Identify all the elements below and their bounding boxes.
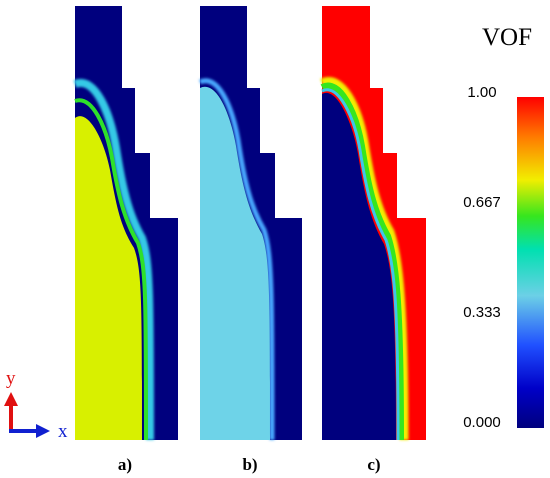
colorbar-tick-3: 0.333 [463,304,501,321]
colorbar-tick-2: 0.667 [463,194,501,211]
panel-a-interface-green [74,98,148,441]
x-axis-arrow-head [36,424,50,438]
panel-c-liquid [322,92,396,440]
y-axis-arrow-head [4,392,18,406]
panel-a-interface-glow [73,78,154,441]
panel-b [198,6,302,441]
y-axis-letter: y [6,368,16,389]
panel-label-c: c) [367,455,380,474]
colorbar-tick-1: 1.00 [467,84,496,101]
colorbar-title: VOF [482,24,532,51]
panel-a [73,6,178,441]
axis-triad: y x [4,368,68,442]
panel-label-b: b) [242,455,257,474]
colorbar: VOF 1.00 0.667 0.333 0.000 [463,24,544,431]
colorbar-tick-4: 0.000 [463,414,501,431]
panel-c [320,6,426,441]
panel-c-interface-green [320,82,404,441]
panel-c-interface-cyan [321,88,400,441]
x-axis-letter: x [58,421,68,442]
panel-b-interface-glow [198,78,275,441]
colorbar-gradient [517,97,544,428]
panel-label-a: a) [118,455,132,474]
panel-a-liquid [75,116,142,441]
panel-b-liquid [200,86,270,440]
